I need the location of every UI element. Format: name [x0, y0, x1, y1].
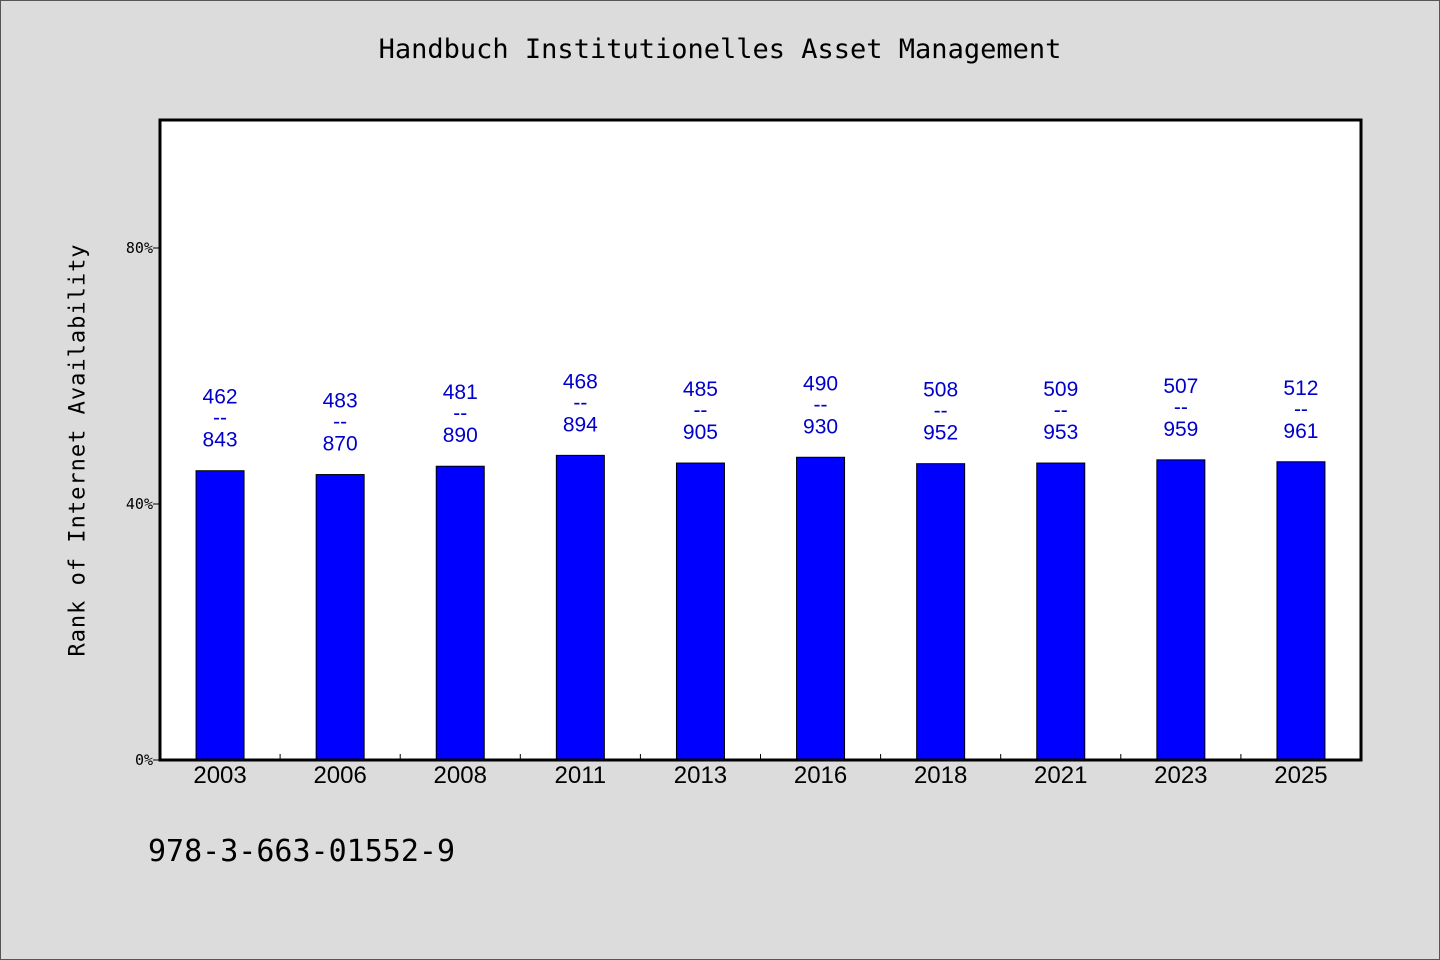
data-label-bottom: 905: [683, 421, 718, 444]
bar-2018: [916, 463, 966, 761]
data-label-top: 485: [683, 378, 718, 401]
bar-2021: [1036, 462, 1086, 761]
data-label-bottom: 952: [923, 422, 958, 445]
data-label-separator: --: [1294, 398, 1308, 421]
data-label-separator: --: [213, 407, 227, 430]
data-label-top: 490: [803, 372, 838, 395]
x-tick-label: 2021: [1034, 762, 1087, 789]
data-label-separator: --: [333, 411, 347, 434]
data-label-separator: --: [573, 391, 587, 414]
data-label-bottom: 959: [1163, 418, 1198, 441]
y-tick-label: 0%: [135, 751, 153, 769]
x-tick-label: 2025: [1274, 762, 1327, 789]
data-label-bottom: 843: [203, 429, 238, 452]
x-tick-label: 2003: [193, 762, 246, 789]
bar-2003: [195, 470, 245, 761]
x-tick-label: 2023: [1154, 762, 1207, 789]
data-label-separator: --: [814, 393, 828, 416]
bar-2008: [435, 465, 485, 761]
bar-2023: [1156, 459, 1206, 761]
chart-title: Handbuch Institutionelles Asset Manageme…: [378, 34, 1062, 65]
data-label-separator: --: [934, 400, 948, 423]
data-label-top: 468: [563, 370, 598, 393]
data-label-bottom: 953: [1043, 421, 1078, 444]
x-tick-label: 2006: [313, 762, 366, 789]
x-tick-label: 2008: [434, 762, 487, 789]
data-label-top: 508: [923, 379, 958, 402]
data-label-top: 507: [1163, 375, 1198, 398]
bar-2025: [1276, 461, 1326, 761]
data-label-top: 512: [1283, 377, 1318, 400]
x-tick-label: 2018: [914, 762, 967, 789]
data-label-bottom: 894: [563, 413, 598, 436]
data-label-top: 483: [323, 390, 358, 413]
y-tick-label: 80%: [126, 239, 153, 257]
x-tick-label: 2013: [674, 762, 727, 789]
y-tick-label: 40%: [126, 495, 153, 513]
bar-2013: [675, 462, 725, 761]
data-label-bottom: 961: [1283, 420, 1318, 443]
data-label-bottom: 930: [803, 415, 838, 438]
x-tick-label: 2011: [555, 762, 607, 789]
data-label-separator: --: [1174, 396, 1188, 419]
data-label-bottom: 890: [443, 424, 478, 447]
isbn-label: 978-3-663-01552-9: [148, 834, 456, 869]
data-label-separator: --: [1054, 399, 1068, 422]
data-label-separator: --: [693, 399, 707, 422]
bar-2011: [555, 454, 605, 761]
data-label-separator: --: [453, 402, 467, 425]
bar-2016: [796, 456, 846, 761]
data-label-top: 481: [443, 381, 478, 404]
bar-2006: [315, 474, 365, 761]
data-label-top: 462: [203, 386, 238, 409]
data-label-bottom: 870: [323, 433, 358, 456]
x-tick-label: 2016: [794, 762, 847, 789]
data-label-top: 509: [1043, 378, 1078, 401]
